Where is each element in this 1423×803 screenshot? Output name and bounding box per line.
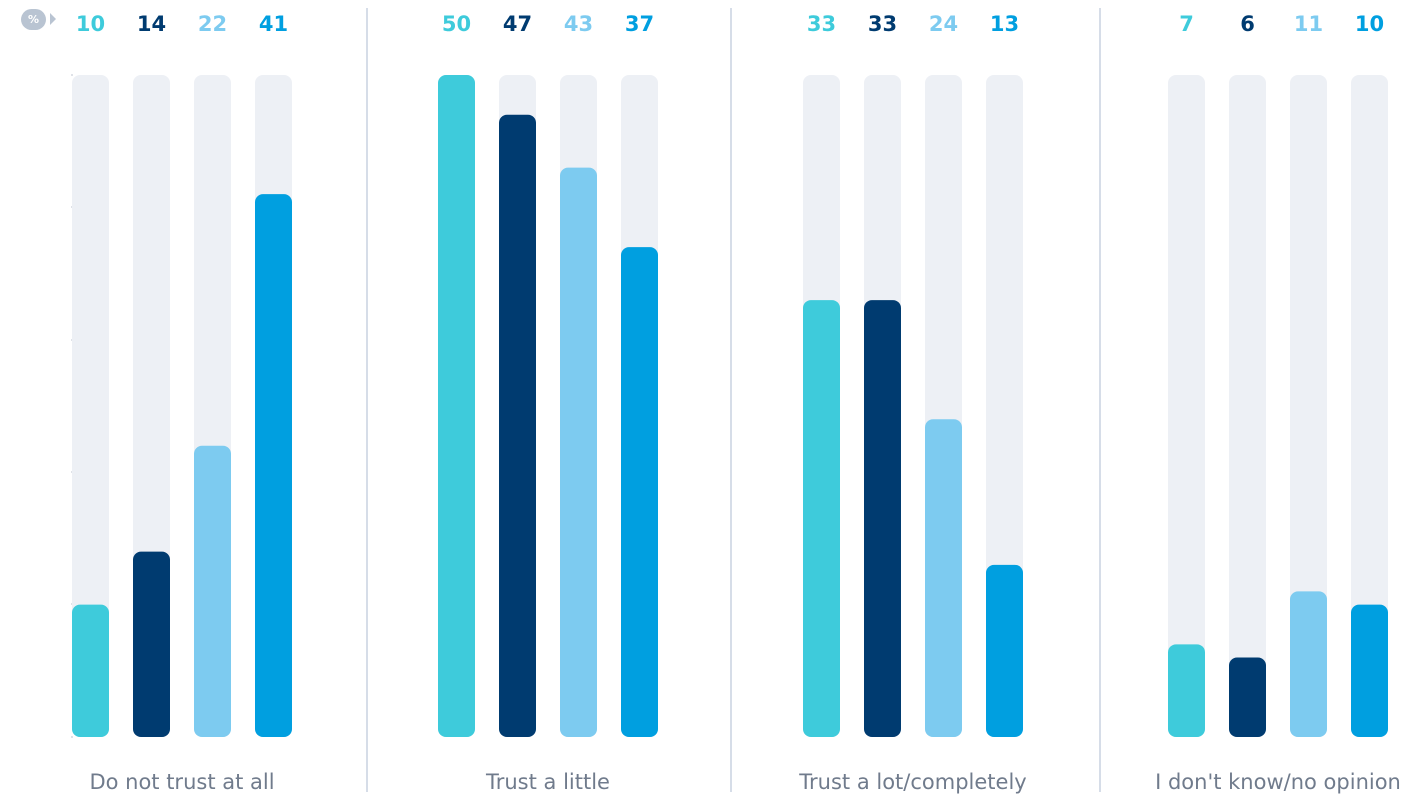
- category-label: Trust a lot/completely: [798, 770, 1026, 794]
- data-label: 22: [198, 12, 227, 36]
- bar: [803, 300, 840, 737]
- category-label: I don't know/no opinion: [1155, 770, 1401, 794]
- bar: [1168, 644, 1205, 737]
- percent-unit-badge: %: [21, 9, 46, 30]
- bar: [133, 551, 170, 737]
- data-label: 10: [1355, 12, 1384, 36]
- data-label: 7: [1179, 12, 1194, 36]
- data-label: 33: [868, 12, 897, 36]
- data-label: 11: [1294, 12, 1323, 36]
- bar: [925, 419, 962, 737]
- category-label: Do not trust at all: [89, 770, 274, 794]
- bar: [499, 114, 536, 738]
- data-label: 14: [137, 12, 166, 36]
- data-label: 13: [990, 12, 1019, 36]
- data-label: 24: [929, 12, 958, 36]
- bar: [194, 445, 231, 737]
- data-label: 33: [807, 12, 836, 36]
- bar: [438, 75, 475, 737]
- percent-arrow-icon: [50, 13, 56, 25]
- bar-track: [1351, 75, 1388, 737]
- bar: [72, 604, 109, 737]
- bar-track: [1229, 75, 1266, 737]
- bar-track: [72, 75, 109, 737]
- data-label: 50: [442, 12, 471, 36]
- bar: [1290, 591, 1327, 737]
- category-label: Trust a little: [485, 770, 610, 794]
- data-label: 37: [625, 12, 654, 36]
- bar-track: [1290, 75, 1327, 737]
- bar: [864, 300, 901, 737]
- bar-track: [1168, 75, 1205, 737]
- data-label: 43: [564, 12, 593, 36]
- data-label: 47: [503, 12, 532, 36]
- bar: [560, 167, 597, 737]
- bar: [1351, 604, 1388, 737]
- bar: [986, 564, 1023, 737]
- bar: [621, 247, 658, 737]
- data-label: 41: [259, 12, 288, 36]
- bar: [255, 194, 292, 737]
- data-label: 10: [76, 12, 105, 36]
- data-label: 6: [1240, 12, 1255, 36]
- bar: [1229, 657, 1266, 737]
